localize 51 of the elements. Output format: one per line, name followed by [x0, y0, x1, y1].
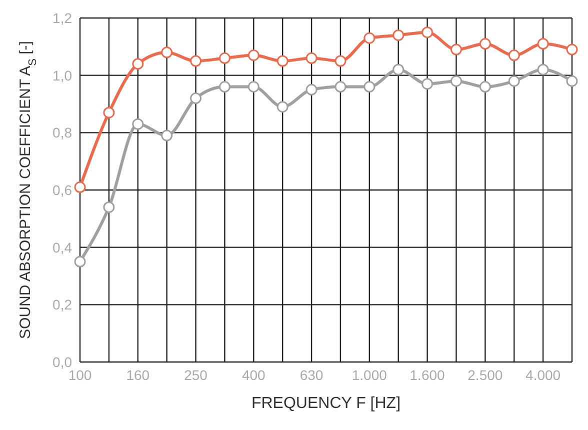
point: [103, 201, 115, 213]
point: [537, 38, 549, 50]
point: [190, 55, 202, 67]
point: [161, 130, 173, 142]
point: [334, 81, 346, 93]
point: [392, 29, 404, 41]
point: [566, 75, 578, 87]
point: [450, 75, 462, 87]
x-tick-label: 4.000: [526, 366, 561, 383]
point: [276, 55, 288, 67]
point: [508, 75, 520, 87]
point: [364, 32, 376, 44]
point: [276, 101, 288, 113]
y-tick-label: 0,8: [52, 124, 72, 141]
y-tick-label: 0,4: [52, 239, 72, 256]
point: [190, 92, 202, 104]
point: [334, 55, 346, 67]
x-axis-title: FREQUENCY F [HZ]: [251, 395, 401, 412]
y-tick-label: 1,2: [52, 10, 72, 26]
x-tick-label: 2.500: [468, 366, 503, 383]
point: [450, 44, 462, 56]
point: [132, 118, 144, 130]
point: [74, 181, 86, 193]
y-tick-label: 0,2: [52, 296, 72, 313]
point: [392, 64, 404, 76]
point: [479, 38, 491, 50]
point: [103, 106, 115, 118]
y-tick-label: 0,6: [52, 182, 72, 198]
point: [364, 81, 376, 93]
point: [248, 81, 260, 93]
point: [422, 26, 434, 38]
x-tick-label: 400: [242, 366, 266, 383]
x-tick-label: 1.000: [352, 366, 388, 383]
x-tick-label: 250: [184, 366, 208, 383]
point: [306, 84, 318, 96]
point: [537, 64, 549, 76]
x-tick-label: 160: [126, 366, 150, 383]
point: [218, 81, 230, 93]
x-tick-label: 630: [300, 366, 324, 383]
point: [508, 50, 520, 62]
point: [422, 78, 434, 90]
point: [479, 81, 491, 93]
point: [566, 44, 578, 56]
point: [132, 58, 144, 70]
point: [306, 52, 318, 64]
point: [161, 46, 173, 58]
point: [218, 52, 230, 64]
point: [248, 50, 260, 62]
y-tick-label: 1,0: [52, 67, 72, 84]
x-tick-label: 1.600: [410, 366, 446, 383]
point: [74, 256, 86, 268]
